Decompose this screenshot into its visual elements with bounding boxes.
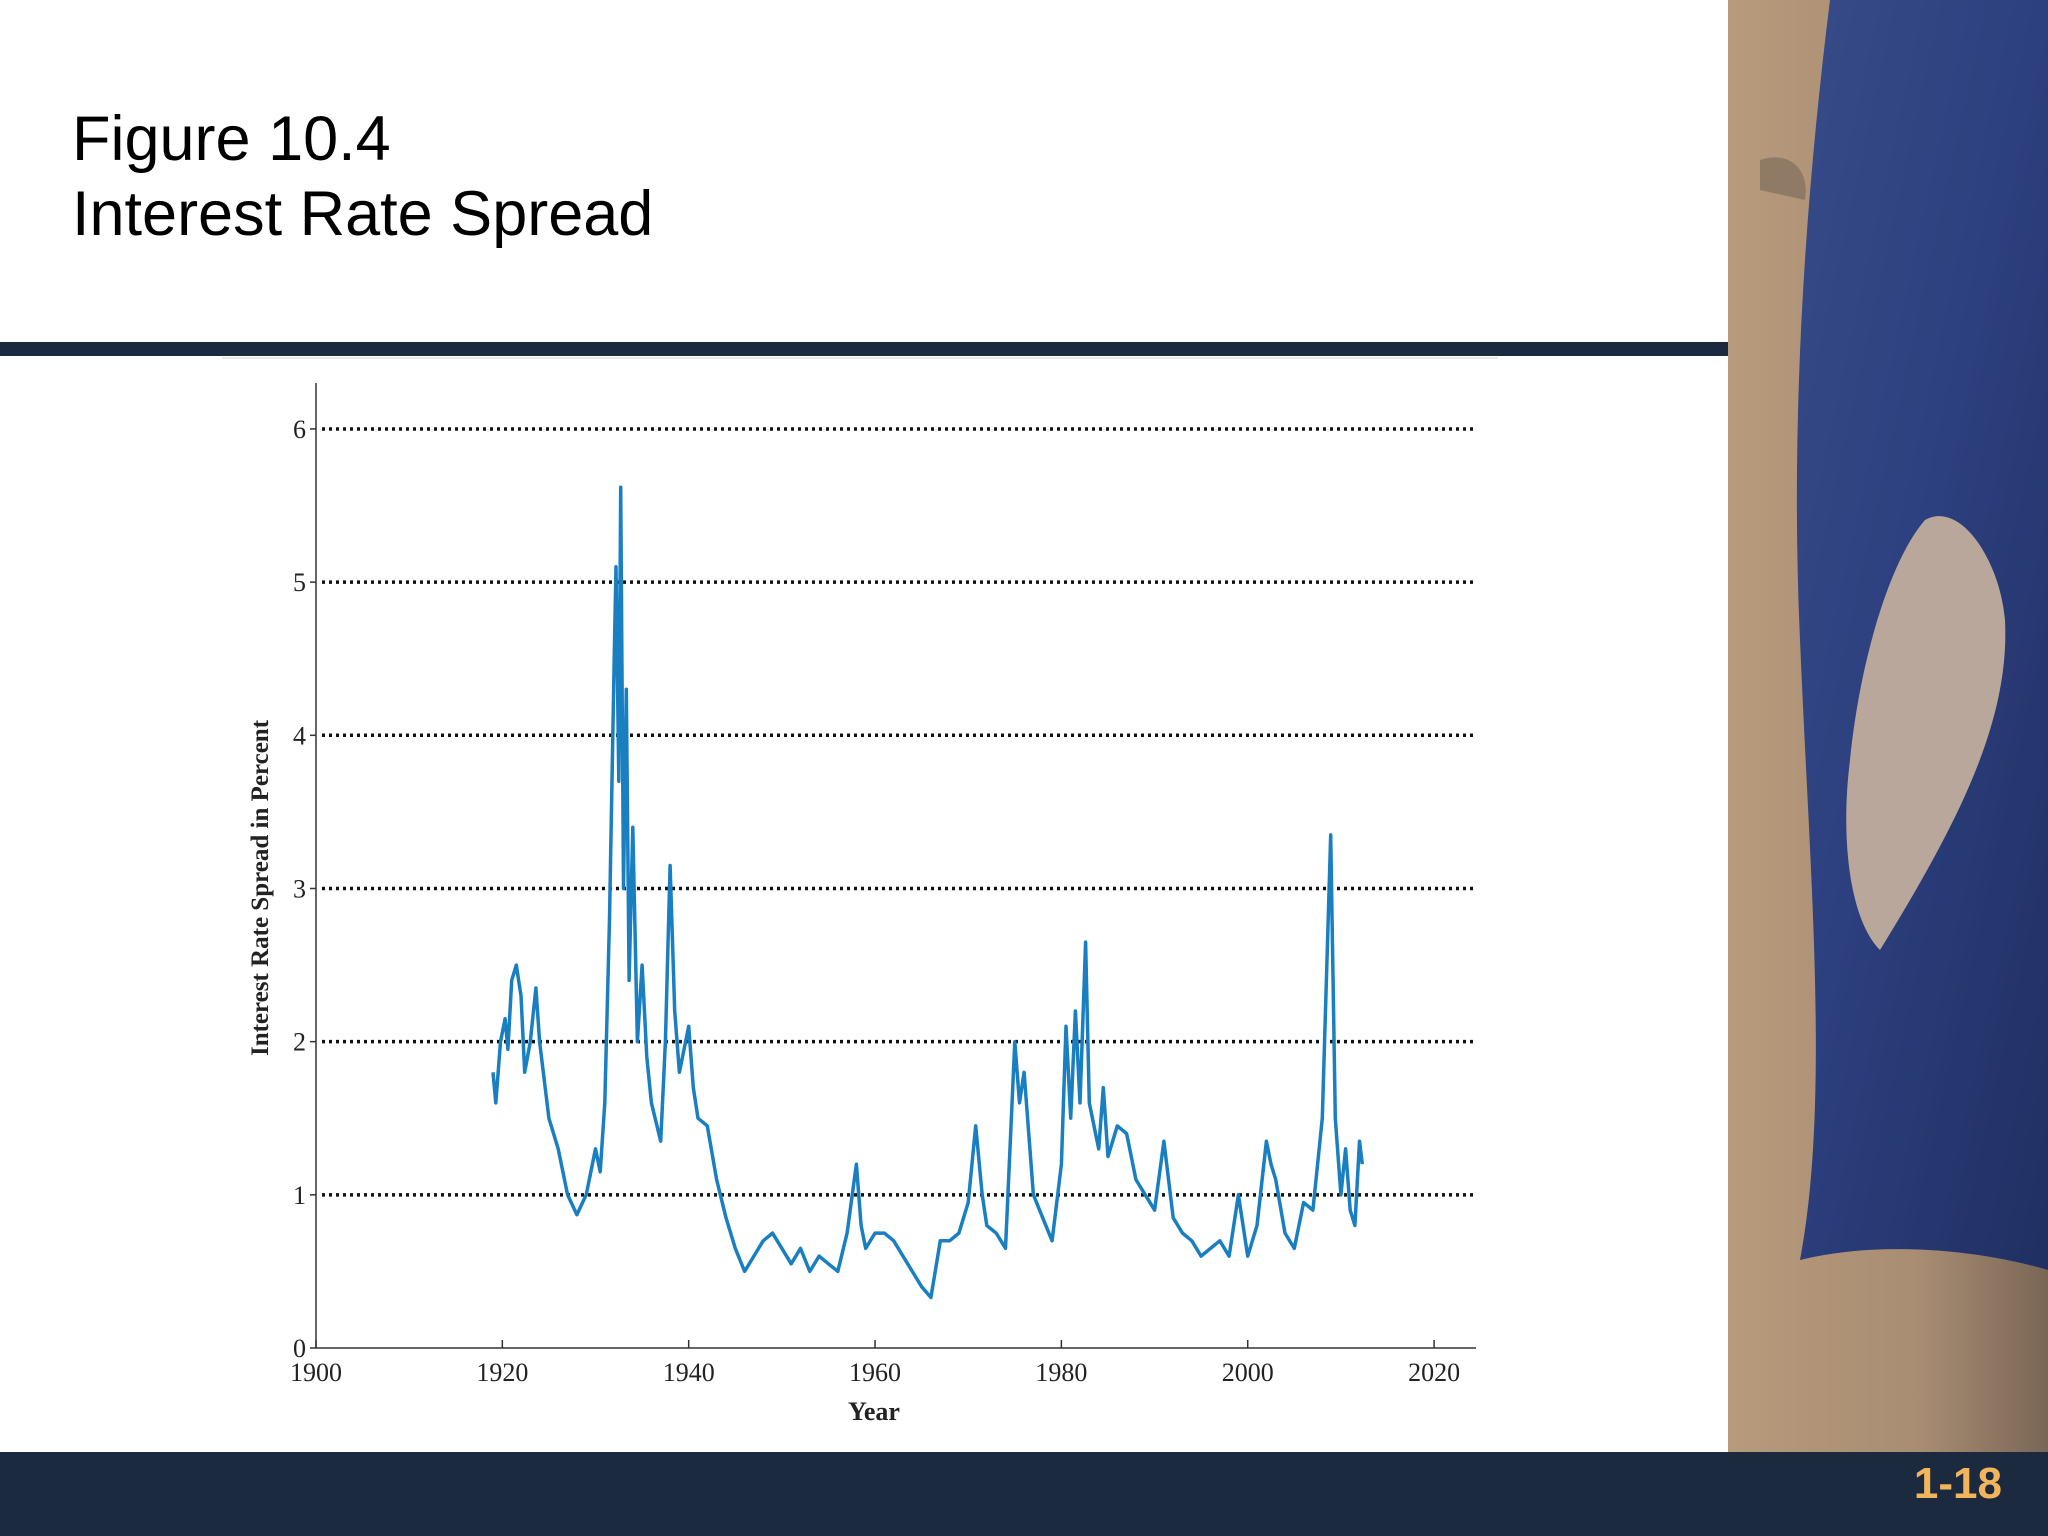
header-rule — [0, 342, 1728, 356]
figure-label: Figure 10.4 — [72, 104, 391, 174]
x-tick-label: 1960 — [849, 1358, 901, 1387]
y-tick-label: 5 — [293, 568, 306, 597]
y-tick-label: 3 — [293, 874, 306, 903]
x-tick-label: 2000 — [1222, 1358, 1274, 1387]
side-photo — [1728, 0, 2048, 1452]
x-tick-label: 1900 — [290, 1358, 342, 1387]
x-tick-label: 2020 — [1408, 1358, 1460, 1387]
x-axis-label: Year — [848, 1397, 900, 1426]
spread-line — [491, 485, 1365, 1300]
x-tick-label: 1920 — [476, 1358, 528, 1387]
y-tick-label: 1 — [293, 1181, 306, 1210]
footer-bar — [0, 1452, 2048, 1536]
y-axis-label: Interest Rate Spread in Percent — [247, 719, 274, 1056]
y-tick-label: 0 — [293, 1334, 306, 1363]
y-tick-label: 6 — [293, 415, 306, 444]
slide-title: Interest Rate Spread — [72, 179, 653, 249]
y-tick-label: 4 — [293, 721, 306, 750]
x-tick-label: 1980 — [1035, 1358, 1087, 1387]
y-tick-label: 2 — [293, 1028, 306, 1057]
slide-number: 1-18 — [1914, 1459, 2002, 1508]
x-tick-label: 1940 — [663, 1358, 715, 1387]
